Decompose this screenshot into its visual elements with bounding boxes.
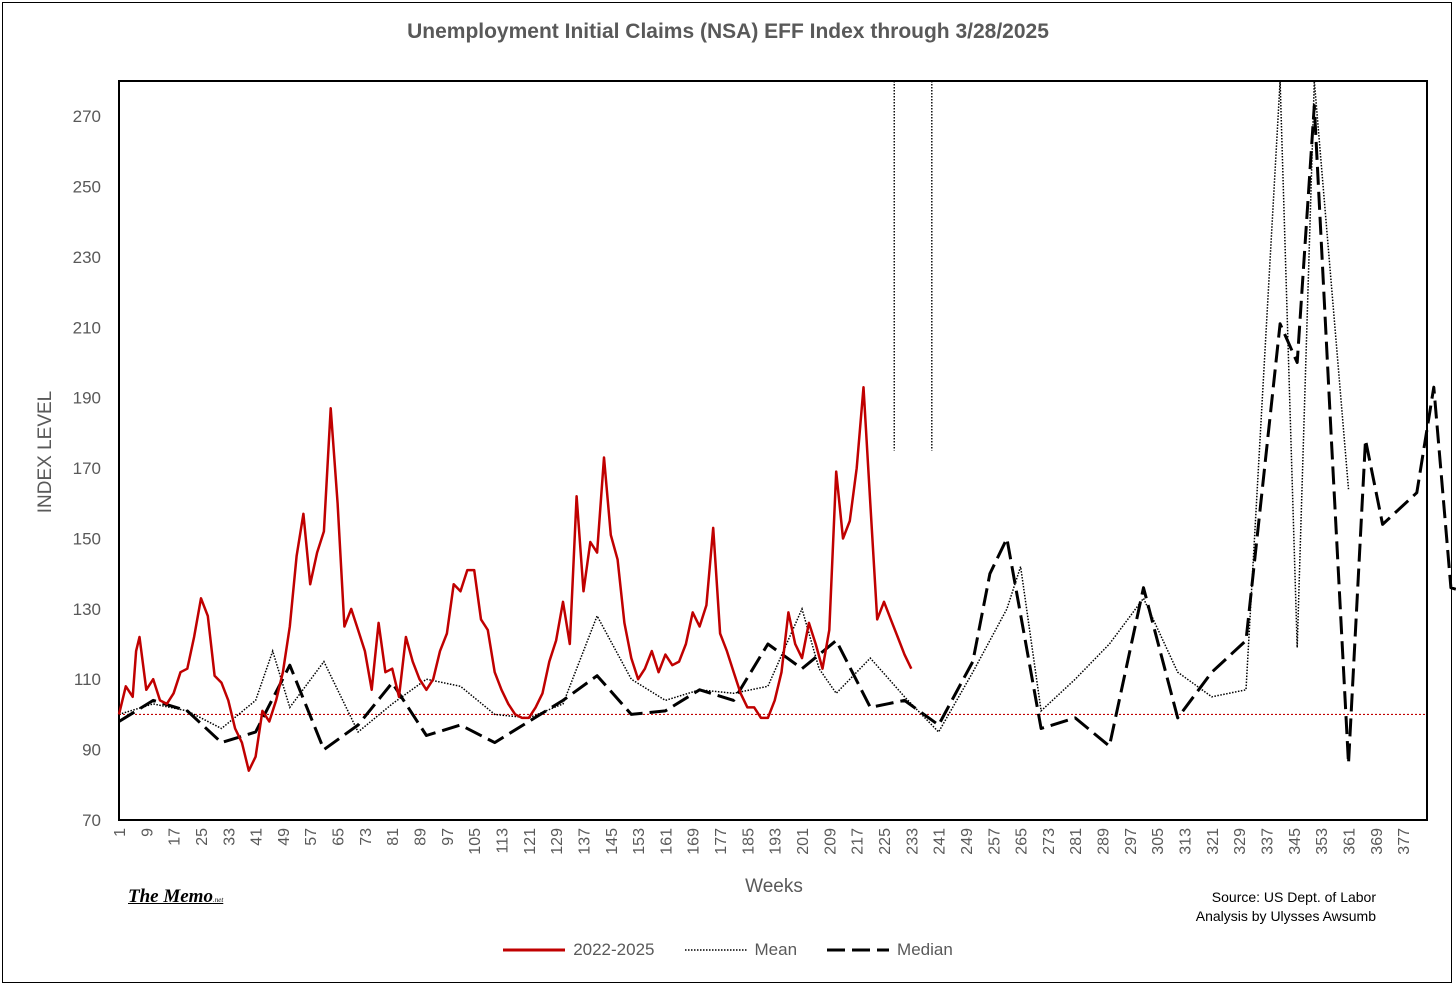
y-tick-label: 130	[73, 600, 101, 619]
x-tick-label: 33	[221, 828, 238, 846]
y-tick-label: 230	[73, 248, 101, 267]
legend-label-median: Median	[897, 940, 953, 959]
x-tick-label: 185	[740, 828, 757, 855]
legend-label-2022-2025: 2022-2025	[573, 940, 655, 959]
y-tick-label: 250	[73, 178, 101, 197]
x-tick-label: 305	[1150, 828, 1167, 855]
x-tick-label: 9	[139, 828, 156, 837]
x-tick-label: 49	[276, 828, 293, 846]
legend-swatch-solid	[503, 948, 566, 952]
x-tick-label: 81	[385, 828, 402, 846]
legend-item-mean: Mean	[684, 940, 798, 960]
x-tick-label: 41	[249, 828, 266, 846]
x-tick-label: 281	[1068, 828, 1085, 855]
source-note: Source: US Dept. of Labor Analysis by Ul…	[1196, 888, 1376, 926]
x-tick-label: 329	[1232, 828, 1249, 855]
x-tick-label: 249	[959, 828, 976, 855]
x-tick-label: 177	[713, 828, 730, 855]
y-tick-label: 70	[82, 811, 101, 830]
x-tick-label: 361	[1341, 828, 1358, 855]
brand-suffix: .net	[212, 896, 224, 904]
x-tick-label: 65	[331, 828, 348, 846]
legend-item-2022-2025: 2022-2025	[503, 940, 655, 960]
x-tick-label: 257	[986, 828, 1003, 855]
x-tick-label: 57	[303, 828, 320, 846]
x-tick-label: 89	[413, 828, 430, 846]
legend: 2022-2025 Mean Median	[0, 940, 1456, 960]
x-tick-label: 73	[358, 828, 375, 846]
x-tick-label: 25	[194, 828, 211, 846]
y-tick-label: 170	[73, 459, 101, 478]
series-line-median	[118, 104, 1456, 766]
x-tick-label: 153	[631, 828, 648, 855]
x-tick-label: 145	[604, 828, 621, 855]
x-tick-label: 17	[167, 828, 184, 846]
legend-item-median: Median	[827, 940, 953, 960]
x-tick-label: 321	[1205, 828, 1222, 855]
series-line-mean	[118, 80, 1350, 734]
x-tick-label: 217	[850, 828, 867, 855]
x-tick-label: 241	[932, 828, 949, 855]
source-line-1: Source: US Dept. of Labor	[1211, 889, 1376, 905]
x-tick-label: 297	[1123, 828, 1140, 855]
chart-title: Unemployment Initial Claims (NSA) EFF In…	[407, 20, 1049, 43]
x-tick-label: 353	[1314, 828, 1331, 855]
x-tick-label: 169	[686, 828, 703, 855]
plot-border	[118, 80, 1428, 821]
x-tick-label: 137	[576, 828, 593, 855]
series-line-2022-2025	[117, 385, 913, 772]
x-tick-label: 345	[1287, 828, 1304, 855]
x-tick-label: 113	[494, 828, 511, 854]
x-tick-label: 193	[768, 828, 785, 855]
brand-logo: The Memo.net	[128, 886, 223, 908]
x-tick-label: 377	[1396, 828, 1413, 855]
x-tick-label: 105	[467, 828, 484, 855]
x-tick-label: 289	[1096, 828, 1113, 855]
legend-swatch-dotted	[684, 949, 747, 951]
y-tick-label: 210	[73, 318, 101, 337]
x-tick-label: 161	[658, 828, 675, 855]
x-axis-label: Weeks	[745, 876, 803, 897]
x-tick-label: 225	[877, 828, 894, 855]
source-line-2: Analysis by Ulysses Awsumb	[1195, 908, 1376, 924]
x-tick-label: 1	[112, 828, 129, 837]
y-tick-label: 190	[73, 389, 101, 408]
x-tick-label: 313	[1178, 828, 1195, 855]
legend-label-mean: Mean	[754, 940, 798, 959]
x-tick-label: 209	[822, 828, 839, 855]
x-tick-label: 129	[549, 828, 566, 855]
y-tick-label: 270	[73, 107, 101, 126]
x-tick-label: 337	[1259, 828, 1276, 855]
x-tick-label: 369	[1369, 828, 1386, 855]
y-tick-label: 110	[74, 670, 101, 689]
x-tick-label: 233	[904, 828, 921, 855]
y-tick-label: 150	[73, 529, 101, 548]
x-tick-label: 265	[1014, 828, 1031, 855]
brand-main: The Memo	[128, 886, 213, 907]
x-tick-label: 121	[522, 828, 539, 855]
y-tick-label: 90	[82, 741, 101, 760]
x-tick-label: 97	[440, 828, 457, 846]
x-tick-label: 273	[1041, 828, 1058, 855]
y-axis-label: INDEX LEVEL	[35, 390, 56, 514]
x-tick-label: 201	[795, 828, 812, 855]
legend-swatch-dashed	[827, 948, 890, 952]
